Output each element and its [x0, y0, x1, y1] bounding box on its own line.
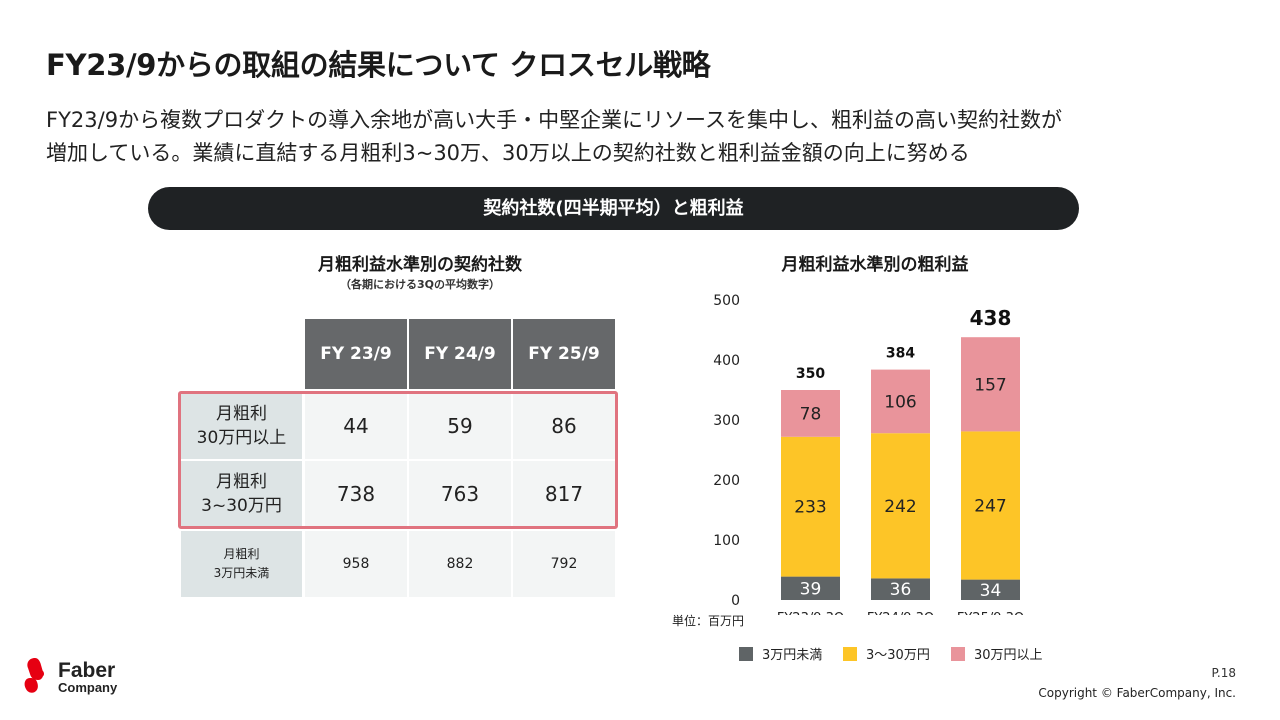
table-cell: 958: [305, 531, 407, 597]
chart-unit-label: 単位：百万円: [672, 614, 745, 628]
data-label: 39: [800, 579, 822, 599]
total-label: 350: [796, 366, 825, 382]
table-note: （各期における3Qの平均数字）: [339, 278, 500, 291]
table-header-fy23: FY 23/9: [305, 319, 407, 389]
row-label-30man-ijou: 月粗利 30万円以上: [181, 393, 302, 459]
table-cell: 763: [409, 461, 511, 527]
page-subtitle: FY23/9から複数プロダクトの導入余地が高い大手・中堅企業にリソースを集中し、…: [46, 104, 1062, 170]
page-title: FY23/9からの取組の結果について クロスセル戦略: [46, 48, 711, 82]
table-title: 月粗利益水準別の契約社数: [318, 255, 522, 275]
row-label-3-30man: 月粗利 3~30万円: [181, 461, 302, 527]
bar-segment: [871, 578, 930, 600]
legend-item-30man-ijou: 30万円以上: [951, 644, 1043, 663]
legend-item-3-30man: 3〜30万円: [843, 644, 930, 663]
data-label: 36: [890, 580, 912, 600]
legend-swatch: [843, 646, 857, 661]
bar-segment: [871, 369, 930, 434]
data-label: 78: [800, 404, 822, 424]
table-cell: 44: [305, 393, 407, 459]
table-header-fy25: FY 25/9: [513, 319, 615, 389]
table-cell: 59: [409, 393, 511, 459]
faber-company-logo: Faber Company: [24, 654, 144, 702]
total-label: 438: [970, 306, 1012, 330]
table-header-fy24: FY 24/9: [409, 319, 511, 389]
y-tick-label: 400: [713, 353, 740, 369]
bar-segment: [961, 337, 1020, 432]
page-number: P.18: [1211, 666, 1236, 680]
table-cell: 86: [513, 393, 615, 459]
data-label: 233: [794, 498, 826, 518]
highlight-frame: [178, 391, 618, 529]
legend-swatch: [739, 646, 753, 661]
y-tick-label: 0: [731, 593, 740, 609]
legend-swatch: [951, 646, 965, 661]
bar-segment: [781, 436, 840, 577]
x-category-label: FY23/9 3Q: [777, 611, 844, 615]
data-label: 242: [884, 497, 916, 517]
data-label: 34: [980, 581, 1002, 601]
data-label: 106: [884, 392, 916, 412]
logo-text-company: Company: [58, 680, 118, 695]
data-label: 247: [974, 497, 1006, 517]
copyright: Copyright © FaberCompany, Inc.: [1038, 686, 1236, 700]
table-cell: 882: [409, 531, 511, 597]
y-tick-label: 500: [713, 293, 740, 309]
table-cell: 738: [305, 461, 407, 527]
legend-item-3man-miman: 3万円未満: [739, 644, 822, 663]
y-tick-label: 200: [713, 473, 740, 489]
bar-segment: [781, 576, 840, 600]
total-label: 384: [886, 346, 915, 362]
bar-segment: [961, 431, 1020, 580]
section-banner: 契約社数(四半期平均）と粗利益: [148, 187, 1079, 230]
y-tick-label: 100: [713, 533, 740, 549]
subtitle-line-1: FY23/9から複数プロダクトの導入余地が高い大手・中堅企業にリソースを集中し、…: [46, 108, 1063, 132]
table-cell: 817: [513, 461, 615, 527]
chart-title: 月粗利益水準別の粗利益: [781, 255, 969, 275]
data-label: 157: [974, 375, 1006, 395]
row-label-3man-miman: 月粗利 3万円未満: [181, 531, 302, 597]
bar-segment: [781, 390, 840, 437]
stacked-bar-chart: 0 100 200 300 400 500 39 233 78 350 FY23/9 3Q 36 242…: [713, 293, 1024, 615]
y-tick-label: 300: [713, 413, 740, 429]
subtitle-line-2: 増加している。業績に直結する月粗利3~30万、30万以上の契約社数と粗利益金額の…: [46, 141, 970, 165]
table-cell: 792: [513, 531, 615, 597]
bar-segment: [871, 433, 930, 579]
bar-segment: [961, 579, 1020, 600]
logo-text-faber: Faber: [58, 659, 115, 682]
